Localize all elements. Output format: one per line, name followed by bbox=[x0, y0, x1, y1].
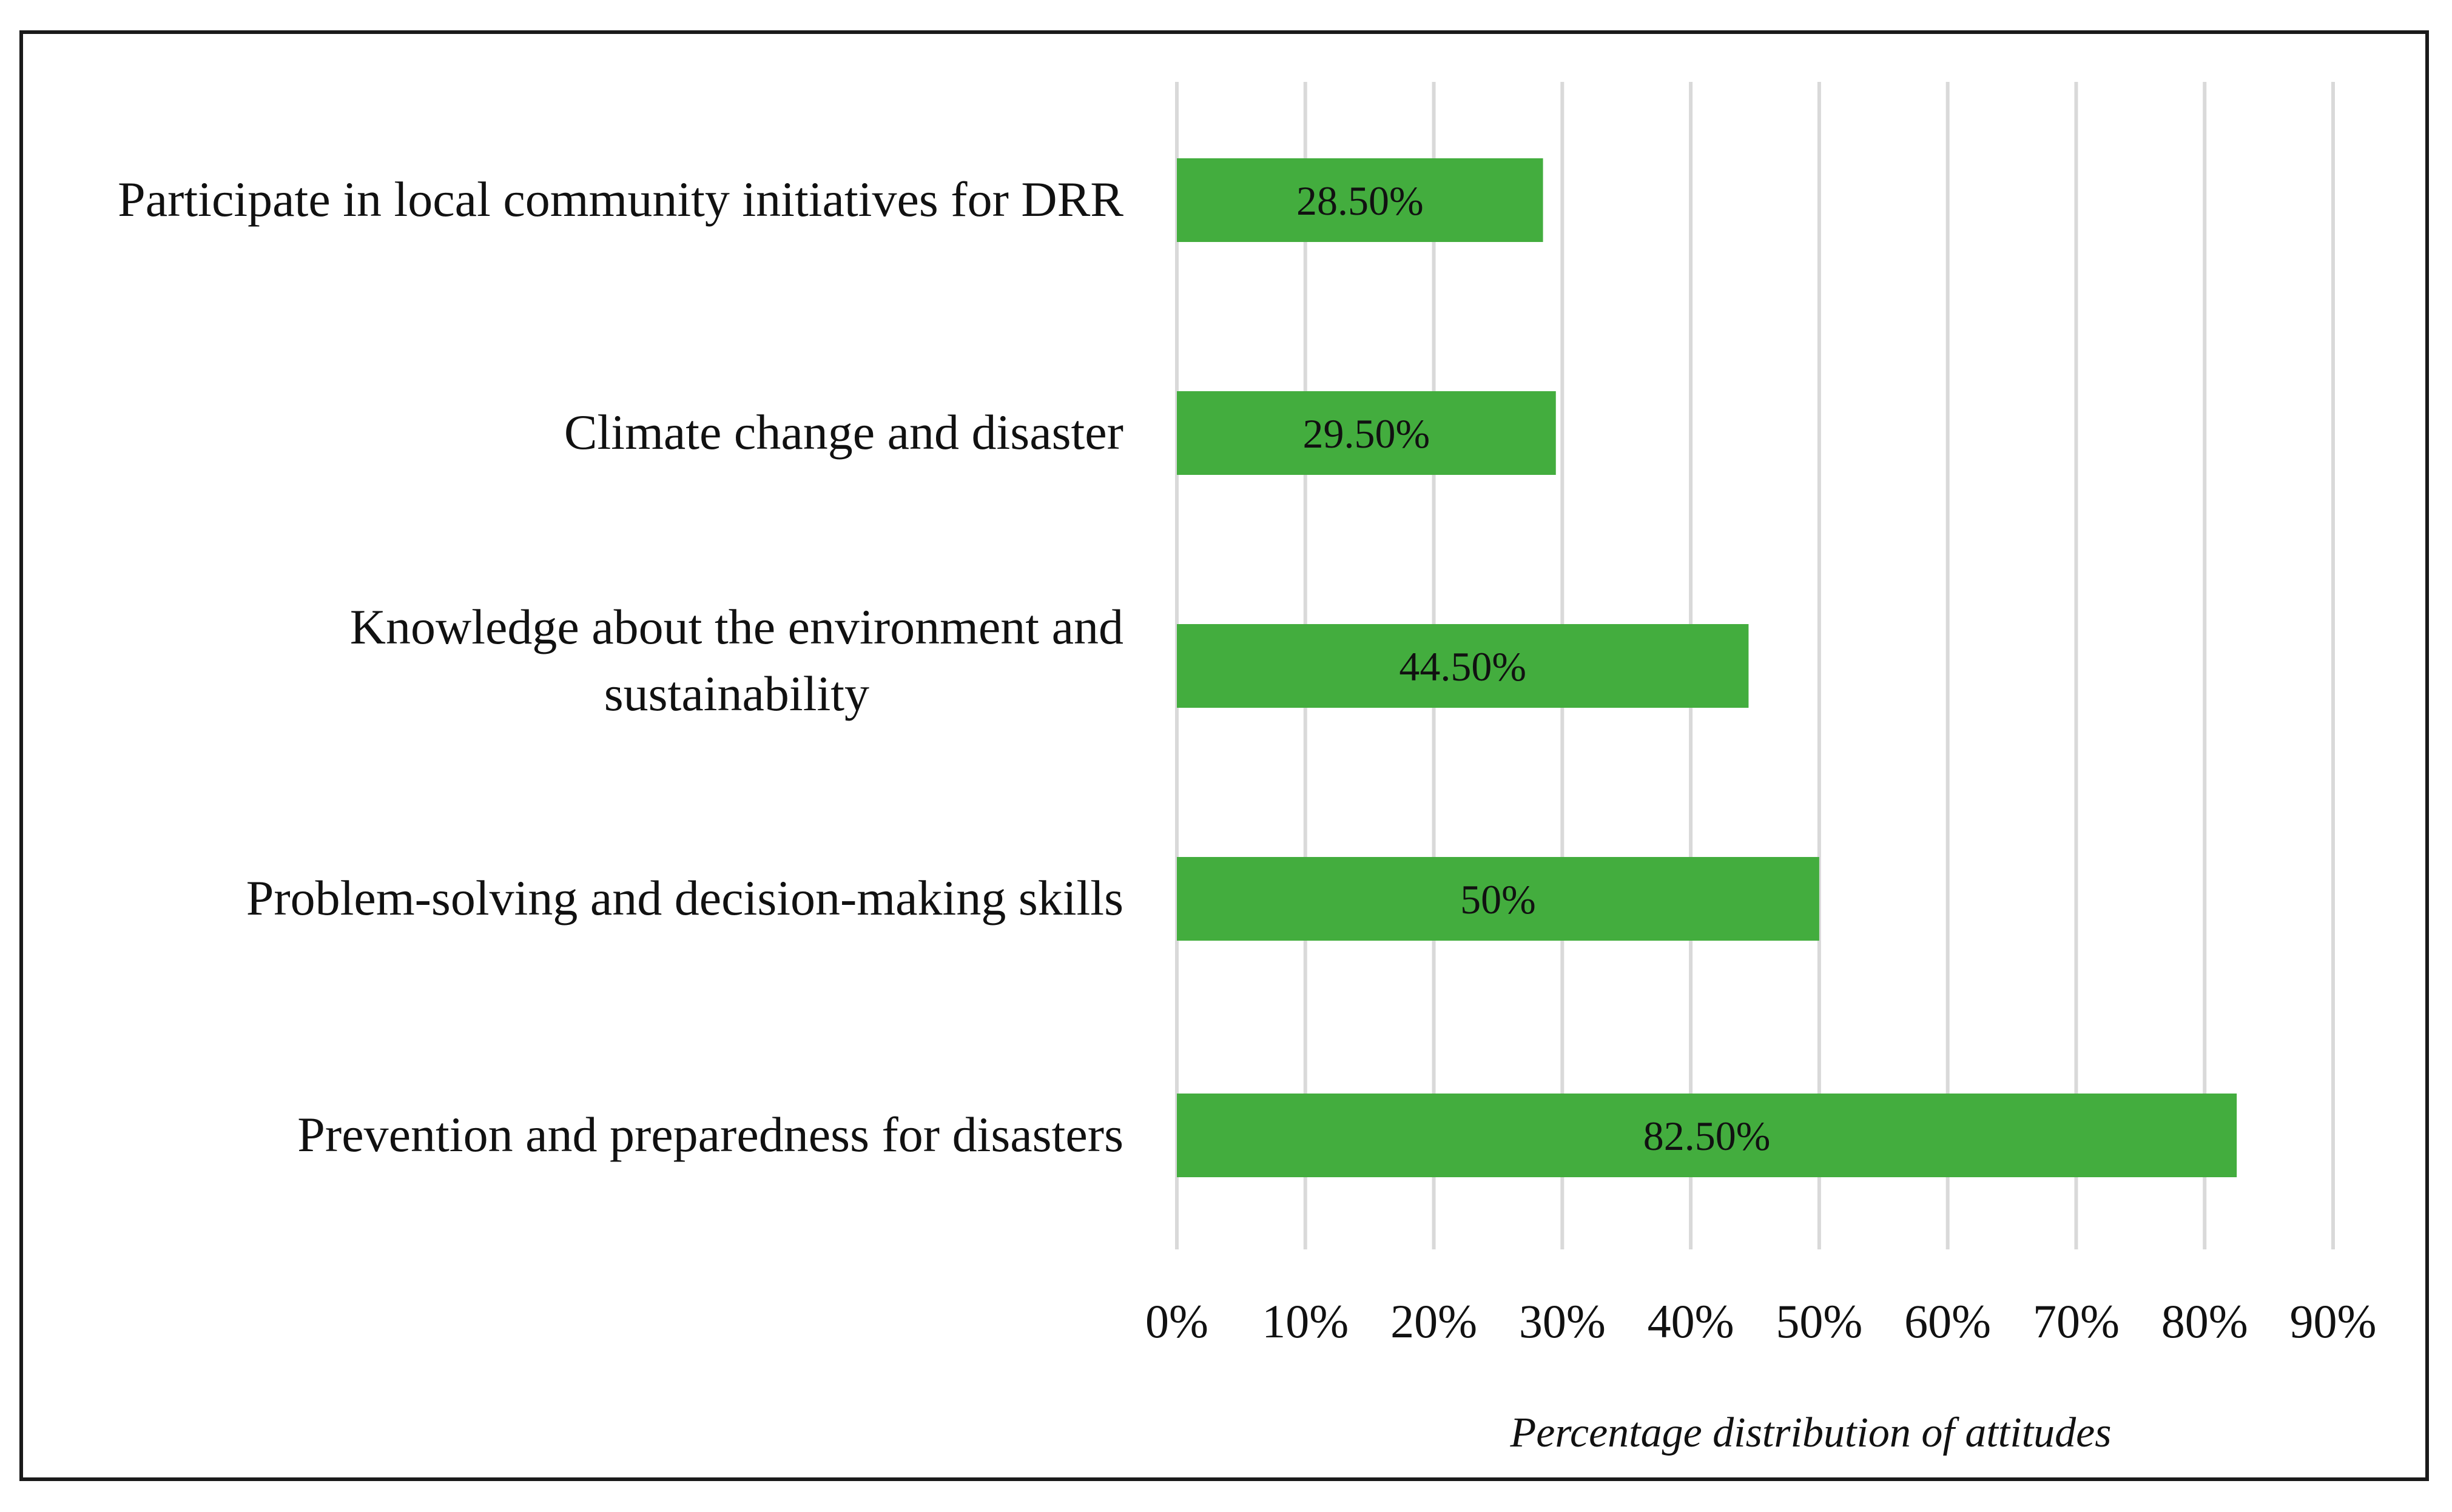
x-tick-label-6: 60% bbox=[1904, 1295, 1991, 1348]
x-tick-label-2: 20% bbox=[1390, 1295, 1477, 1348]
data-label-1: 29.50% bbox=[1303, 411, 1430, 457]
category-labels: Participate in local community initiativ… bbox=[118, 172, 1123, 1162]
x-tick-label-5: 50% bbox=[1776, 1295, 1862, 1348]
data-label-4: 82.50% bbox=[1643, 1113, 1771, 1159]
x-tick-label-3: 30% bbox=[1519, 1295, 1606, 1348]
category-label-2-line-1: sustainability bbox=[604, 666, 869, 721]
category-label-1: Climate change and disaster bbox=[564, 405, 1123, 460]
x-tick-label-4: 40% bbox=[1648, 1295, 1734, 1348]
x-tick-label-8: 80% bbox=[2161, 1295, 2248, 1348]
bar-1 bbox=[1177, 391, 1556, 475]
x-tick-label-7: 70% bbox=[2033, 1295, 2120, 1348]
gridlines bbox=[1175, 82, 2335, 1249]
bar-4 bbox=[1177, 1094, 2237, 1177]
data-label-3: 50% bbox=[1460, 876, 1536, 922]
category-label-2-line-0: Knowledge about the environment and bbox=[350, 599, 1123, 654]
x-tick-label-9: 90% bbox=[2290, 1295, 2377, 1348]
bar-0 bbox=[1177, 158, 1543, 242]
bar-3 bbox=[1177, 857, 1819, 941]
category-label-3: Problem-solving and decision-making skil… bbox=[246, 870, 1123, 926]
data-label-2: 44.50% bbox=[1399, 643, 1526, 690]
x-axis-title: Percentage distribution of attitudes bbox=[1510, 1410, 2112, 1456]
bar-2 bbox=[1177, 624, 1749, 708]
x-tick-label-0: 0% bbox=[1145, 1295, 1208, 1348]
bars: 28.50% 29.50% 44.50% 50% 82.50% bbox=[1177, 158, 2237, 1177]
category-label-4: Prevention and preparedness for disaster… bbox=[297, 1107, 1123, 1162]
x-axis-ticks: 0% 10% 20% 30% 40% 50% 60% 70% 80% 90% bbox=[1145, 1295, 2376, 1348]
chart-frame bbox=[19, 30, 2429, 1481]
x-tick-label-1: 10% bbox=[1262, 1295, 1349, 1348]
category-label-0: Participate in local community initiativ… bbox=[118, 172, 1123, 227]
data-label-0: 28.50% bbox=[1296, 178, 1424, 224]
